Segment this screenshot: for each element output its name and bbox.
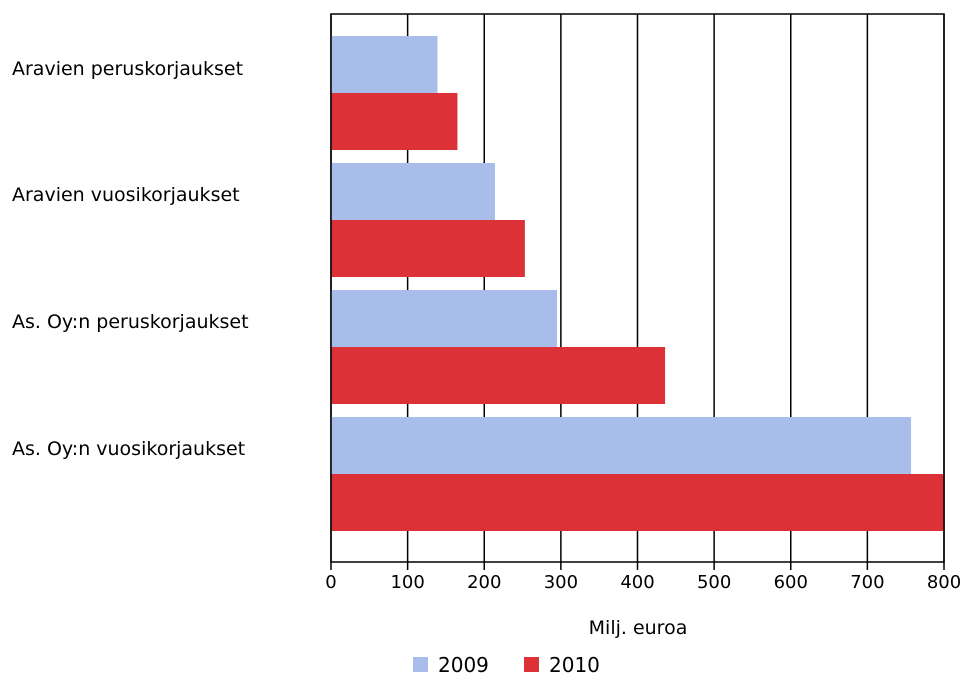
x-tick-label: 400: [620, 572, 654, 593]
bar-2009-4: [331, 417, 912, 474]
bar-2010-2: [331, 220, 525, 277]
legend-label: 2009: [438, 653, 489, 675]
bars: [331, 36, 944, 531]
legend-label: 2010: [549, 653, 600, 675]
bar-2010-1: [331, 93, 458, 150]
x-tick-label: 700: [850, 572, 884, 593]
x-tick-label: 0: [325, 572, 336, 593]
category-label: Aravien peruskorjaukset: [12, 58, 243, 80]
category-labels: Aravien peruskorjaukset Aravien vuosikorj…: [12, 58, 249, 460]
bar-2010-4: [331, 474, 944, 531]
x-tick-label: 300: [544, 572, 578, 593]
bar-2009-1: [331, 36, 438, 93]
x-axis-title: Milj. euroa: [589, 617, 688, 639]
x-tick-label: 800: [927, 572, 961, 593]
x-tick-label: 500: [697, 572, 731, 593]
x-axis: 0 100 200 300 400 500 600 700 800: [325, 562, 961, 593]
legend: 2009 2010: [413, 653, 600, 677]
category-label: As. Oy:n peruskorjaukset: [12, 311, 249, 333]
legend-swatch-2009: [413, 657, 428, 672]
legend-swatch-2010: [524, 657, 539, 672]
bar-2009-3: [331, 290, 558, 347]
x-tick-label: 600: [774, 572, 808, 593]
x-tick-label: 200: [467, 572, 501, 593]
category-label: As. Oy:n vuosikorjaukset: [12, 438, 245, 460]
x-tick-label: 100: [390, 572, 424, 593]
category-label: Aravien vuosikorjaukset: [12, 184, 240, 206]
bar-2010-3: [331, 347, 666, 404]
bar-2009-2: [331, 163, 495, 220]
